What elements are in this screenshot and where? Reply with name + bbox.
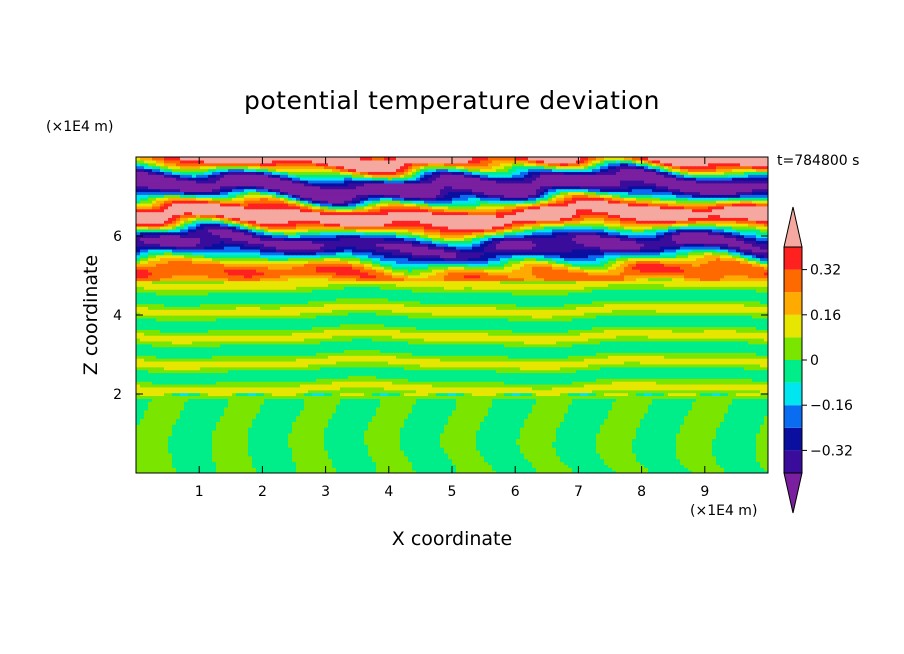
y-tick-label: 6 xyxy=(113,229,122,245)
colorbar-swatch xyxy=(784,314,802,338)
x-tick-label: 4 xyxy=(384,484,393,500)
y-axis: 2 4 6 xyxy=(113,229,768,403)
x-axis-label: X coordinate xyxy=(391,528,513,550)
colorbar-tick-label: 0 xyxy=(810,353,819,369)
colorbar-tick-label: 0.16 xyxy=(810,308,841,324)
colorbar-swatch xyxy=(784,382,802,406)
colorbar-tick-label: −0.32 xyxy=(810,443,853,459)
colorbar-extend-high xyxy=(783,206,803,248)
colorbar-swatch xyxy=(784,427,802,451)
x-tick-label: 3 xyxy=(321,484,330,500)
x-tick-label: 7 xyxy=(574,484,583,500)
chart-title: potential temperature deviation xyxy=(244,86,660,115)
x-tick-label: 9 xyxy=(700,484,709,500)
y-tick-label: 2 xyxy=(113,387,122,403)
y-axis-unit: (×1E4 m) xyxy=(46,119,114,135)
x-tick-label: 8 xyxy=(637,484,646,500)
x-tick-label: 6 xyxy=(511,484,520,500)
colorbar: 0.32 0.16 0 −0.16 −0.32 xyxy=(783,206,853,514)
colorbar-tick-label: −0.16 xyxy=(810,398,853,414)
x-axis-unit: (×1E4 m) xyxy=(690,503,758,519)
colorbar-swatch xyxy=(784,292,802,315)
colorbar-swatch xyxy=(784,269,802,293)
colorbar-swatch xyxy=(784,337,802,360)
x-tick-label: 1 xyxy=(195,484,204,500)
colorbar-swatch xyxy=(784,247,802,270)
time-label: t=784800 s xyxy=(777,153,860,169)
colorbar-extend-low xyxy=(783,472,803,514)
colorbar-swatch xyxy=(784,405,802,428)
x-tick-label: 2 xyxy=(258,484,267,500)
heatmap-field xyxy=(136,157,768,473)
colorbar-swatch xyxy=(784,360,802,383)
colorbar-tick-label: 0.32 xyxy=(810,263,841,279)
x-axis: 1 2 3 4 5 6 7 8 9 xyxy=(195,157,709,500)
x-tick-label: 5 xyxy=(448,484,457,500)
y-tick-label: 4 xyxy=(113,308,122,324)
y-axis-label: Z coordinate xyxy=(80,254,102,376)
colorbar-swatch xyxy=(784,450,802,473)
